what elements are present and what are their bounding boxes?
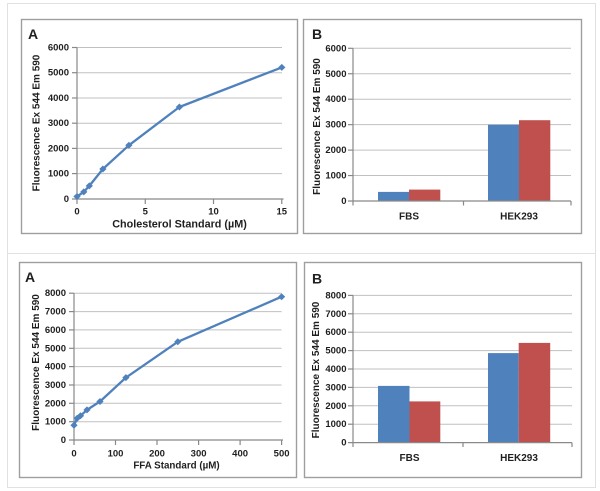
- svg-text:8000: 8000: [45, 288, 66, 299]
- svg-text:2000: 2000: [45, 398, 66, 409]
- svg-text:6000: 6000: [48, 43, 69, 54]
- svg-text:1000: 1000: [48, 169, 69, 180]
- svg-text:10: 10: [208, 207, 219, 218]
- svg-text:0: 0: [74, 207, 79, 218]
- svg-text:B: B: [312, 271, 322, 287]
- svg-text:2000: 2000: [325, 145, 346, 156]
- svg-text:0: 0: [71, 449, 76, 460]
- svg-text:7000: 7000: [45, 307, 66, 318]
- svg-text:500: 500: [274, 449, 290, 460]
- svg-text:0: 0: [341, 196, 346, 207]
- svg-text:1000: 1000: [45, 417, 66, 428]
- svg-text:FFA Standard (µM): FFA Standard (µM): [133, 461, 219, 472]
- svg-text:6000: 6000: [325, 43, 346, 54]
- svg-text:6000: 6000: [45, 325, 66, 336]
- svg-text:0: 0: [64, 194, 69, 205]
- svg-text:5000: 5000: [325, 346, 346, 357]
- svg-text:3000: 3000: [48, 118, 69, 129]
- svg-text:Fluorescence Ex 544 Em 590: Fluorescence Ex 544 Em 590: [32, 54, 43, 191]
- svg-text:0: 0: [61, 435, 66, 446]
- svg-text:3000: 3000: [45, 380, 66, 391]
- svg-text:6000: 6000: [325, 327, 346, 338]
- svg-text:A: A: [28, 26, 38, 42]
- svg-text:4000: 4000: [45, 362, 66, 373]
- svg-text:15: 15: [276, 207, 287, 218]
- svg-text:400: 400: [232, 449, 248, 460]
- svg-text:FBS: FBS: [399, 212, 419, 223]
- svg-text:200: 200: [149, 449, 165, 460]
- svg-text:5000: 5000: [325, 69, 346, 80]
- svg-text:Fluorescence Ex 544 Em 590: Fluorescence Ex 544 Em 590: [312, 58, 323, 195]
- svg-text:2000: 2000: [48, 143, 69, 154]
- svg-text:8000: 8000: [325, 290, 346, 301]
- svg-text:7000: 7000: [325, 309, 346, 320]
- svg-text:Fluorescence Ex 544 Em 590: Fluorescence Ex 544 Em 590: [31, 294, 42, 431]
- svg-text:4000: 4000: [325, 364, 346, 375]
- svg-text:A: A: [25, 269, 35, 285]
- svg-text:HEK293: HEK293: [500, 453, 538, 464]
- svg-text:300: 300: [191, 449, 207, 460]
- svg-text:Cholesterol Standard (µM): Cholesterol Standard (µM): [112, 219, 247, 231]
- svg-text:3000: 3000: [325, 120, 346, 131]
- svg-text:5: 5: [143, 207, 149, 218]
- svg-text:100: 100: [108, 449, 124, 460]
- svg-text:5000: 5000: [48, 68, 69, 79]
- svg-text:0: 0: [341, 438, 346, 449]
- svg-text:4000: 4000: [48, 93, 69, 104]
- svg-text:1000: 1000: [325, 171, 346, 182]
- svg-text:FBS: FBS: [400, 453, 420, 464]
- svg-text:5000: 5000: [45, 343, 66, 354]
- svg-text:4000: 4000: [325, 94, 346, 105]
- svg-text:B: B: [312, 26, 322, 42]
- svg-text:2000: 2000: [325, 401, 346, 412]
- svg-text:Fluorescence Ex 544 Em 590: Fluorescence Ex 544 Em 590: [311, 301, 322, 438]
- svg-text:HEK293: HEK293: [500, 212, 538, 223]
- svg-text:3000: 3000: [325, 382, 346, 393]
- svg-text:1000: 1000: [325, 419, 346, 430]
